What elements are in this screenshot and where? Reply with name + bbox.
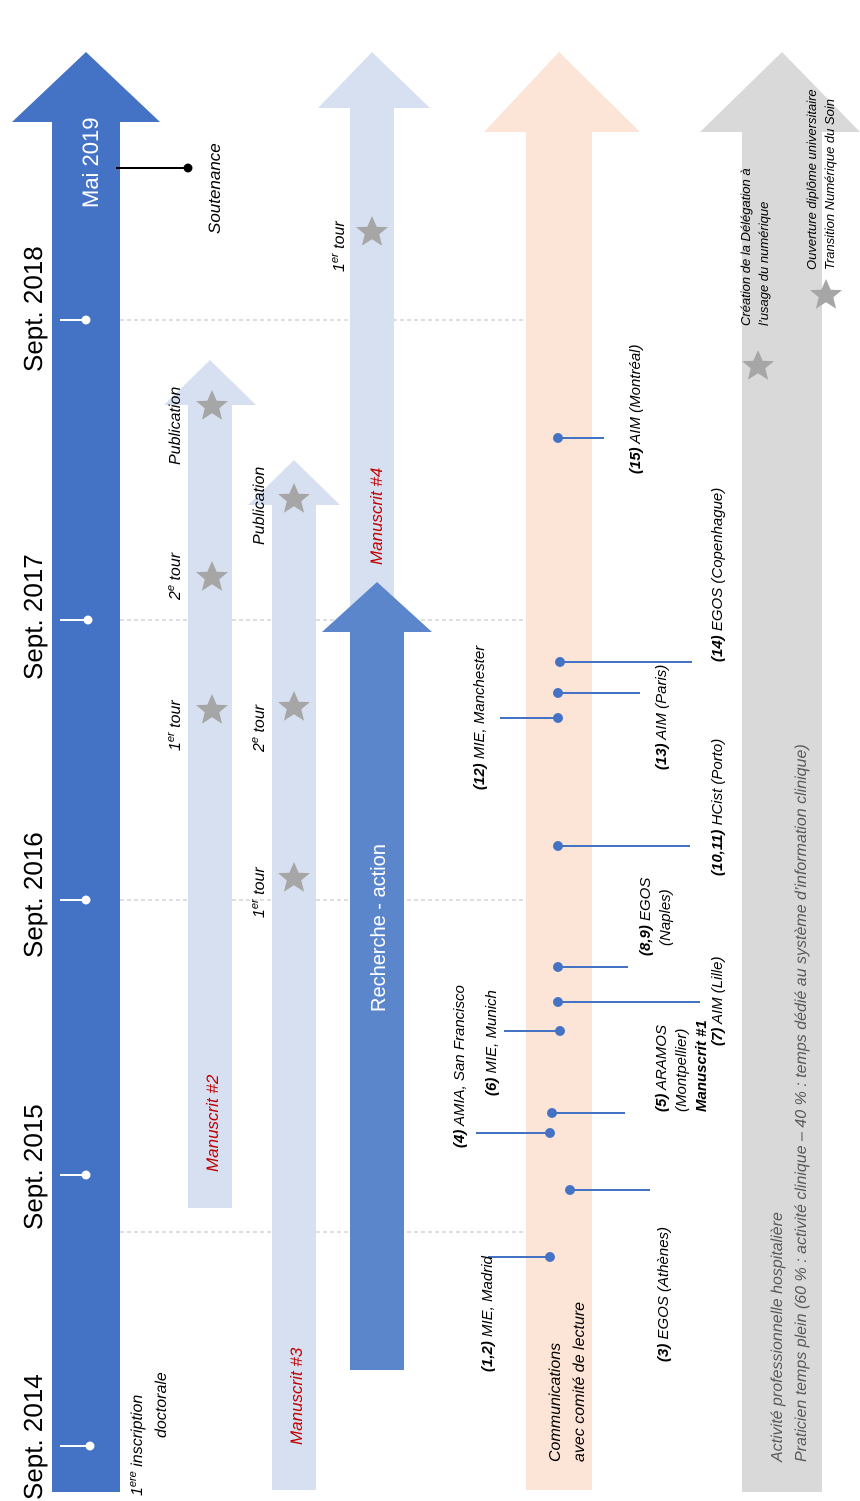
communication-ticks xyxy=(476,433,700,1262)
manuscrit-2-arrow xyxy=(164,360,256,1208)
du-label-line2: Transition Numérique du Soin xyxy=(822,99,837,270)
communications-title-line2: avec comité de lecture xyxy=(571,1302,588,1462)
manuscrit-2-tour1: 1er tour xyxy=(165,700,184,751)
soutenance-marker: Soutenance xyxy=(116,143,224,234)
manuscrit-3-label: Manuscrit #3 xyxy=(287,1347,306,1445)
year-labels: Sept. 2014 Sept. 2015 Sept. 2016 Sept. 2… xyxy=(18,246,48,1500)
delegation-label-line2: l’usage du numérique xyxy=(756,202,771,326)
year-label-2018: Sept. 2018 xyxy=(18,246,48,372)
manuscrit-3-tour1: 1er tour xyxy=(249,867,268,918)
manuscrit-2-tour2: 2e tour xyxy=(165,552,184,601)
activite-line1: Activité professionnelle hospitalière xyxy=(769,1212,786,1463)
comm-label-1-2: (1,2) MIE, Madrid xyxy=(479,1255,496,1372)
delegation-label-line1: Création de la Délégation à xyxy=(738,168,753,326)
comm-label-10-11: (10,11) HCist (Porto) xyxy=(709,739,726,876)
du-label-line1: Ouverture diplôme universitaire xyxy=(804,89,819,270)
comm-label-15: (15) AIM (Montréal) xyxy=(627,345,644,474)
comm-label-4: (4) AMIA, San Francisco xyxy=(451,985,468,1148)
main-timeline-ticks xyxy=(60,315,95,1451)
comm-label-8-9: (8,9) EGOS xyxy=(637,878,654,956)
comm-label-13: (13) AIM (Paris) xyxy=(653,665,670,770)
manuscrit-2-label: Manuscrit #2 xyxy=(203,1074,222,1172)
year-label-2015: Sept. 2015 xyxy=(18,1104,48,1230)
comm-label-14: (14) EGOS (Copenhague) xyxy=(709,488,726,662)
manuscrit-2-publication: Publication xyxy=(167,387,184,465)
inscription-label: 1ere inscription xyxy=(127,1395,146,1496)
recherche-action-label: Recherche - action xyxy=(368,844,390,1012)
manuscrit-4-label: Manuscrit #4 xyxy=(367,468,386,565)
communications-title-line1: Communications xyxy=(547,1343,564,1462)
milestone-mai-2019: Mai 2019 xyxy=(78,117,103,208)
year-label-2017: Sept. 2017 xyxy=(18,554,48,680)
activite-events: Création de la Délégation à l’usage du n… xyxy=(738,89,837,326)
soutenance-label: Soutenance xyxy=(205,143,224,234)
comm-label-6: (6) MIE, Munich xyxy=(483,990,500,1096)
manuscrit-3-arrow xyxy=(248,460,340,1490)
recherche-action-arrow xyxy=(322,582,432,1370)
manuscrit-4-tour1: 1er tour xyxy=(329,221,348,272)
activite-arrow xyxy=(700,52,860,1492)
communication-labels: (1,2) MIE, Madrid (3) EGOS (Athènes) (4)… xyxy=(451,345,726,1372)
manuscrit-3-publication: Publication xyxy=(251,467,268,545)
year-label-2014: Sept. 2014 xyxy=(18,1374,48,1500)
comm-label-8-9-line2: (Naples) xyxy=(657,889,674,946)
main-timeline-arrow xyxy=(12,52,160,1492)
inscription-label-line2: doctorale xyxy=(153,1372,170,1438)
manuscrit-1-label: Manuscrit #1 xyxy=(693,1020,710,1112)
year-label-2016: Sept. 2016 xyxy=(18,832,48,958)
comm-label-12: (12) MIE, Manchester xyxy=(471,645,488,790)
comm-label-5-line2: (Montpellier) xyxy=(673,1029,690,1112)
comm-label-5: (5) ARAMOS xyxy=(653,1025,670,1112)
comm-label-7: (7) AIM (Lille) xyxy=(709,957,726,1046)
comm-label-3: (3) EGOS (Athènes) xyxy=(655,1227,672,1362)
activite-line2: Praticien temps plein (60 % : activité c… xyxy=(793,744,810,1462)
year-gridlines xyxy=(120,319,530,1233)
communications-arrow xyxy=(484,52,640,1490)
manuscrit-3-tour2: 2e tour xyxy=(249,704,268,753)
